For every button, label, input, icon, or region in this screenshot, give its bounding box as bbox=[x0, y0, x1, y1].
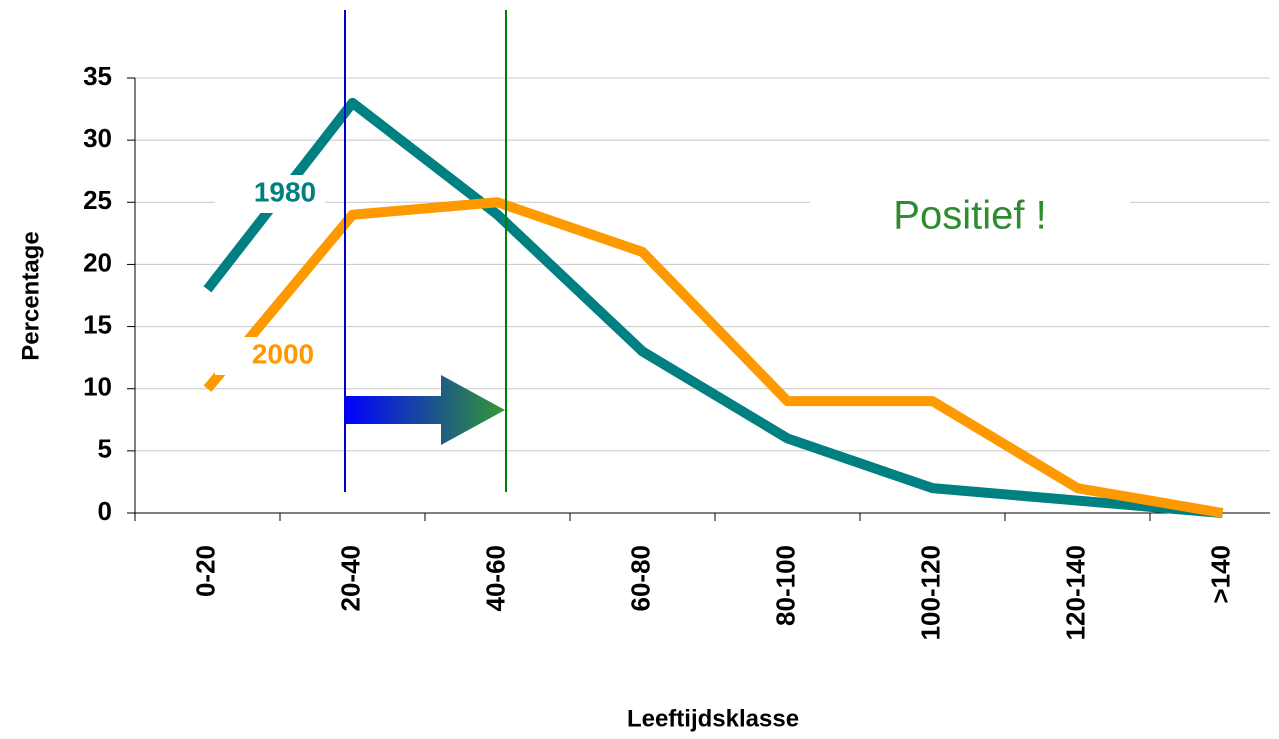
y-tick-label: 25 bbox=[83, 185, 112, 215]
y-axis-label: Percentage bbox=[17, 231, 44, 360]
y-tick-label: 20 bbox=[83, 247, 112, 277]
x-axis-label: Leeftijdsklasse bbox=[627, 705, 799, 732]
label-box-2000 bbox=[215, 337, 325, 375]
x-tick-label: 80-100 bbox=[770, 545, 800, 626]
annotation-box bbox=[810, 190, 1130, 248]
x-tick-label: 0-20 bbox=[190, 545, 220, 597]
series-label: 2000 bbox=[252, 338, 314, 369]
y-tick-label: 30 bbox=[83, 123, 112, 153]
series-line bbox=[203, 97, 1223, 518]
y-tick-label: 10 bbox=[83, 372, 112, 402]
series-label: 1980 bbox=[254, 176, 316, 207]
x-tick-label: >140 bbox=[1205, 545, 1235, 604]
x-tick-label: 20-40 bbox=[335, 545, 365, 612]
label-box-1980 bbox=[215, 175, 325, 213]
grid bbox=[127, 77, 1270, 521]
y-tick-label: 0 bbox=[98, 496, 112, 526]
x-tick-label: 120-140 bbox=[1060, 545, 1090, 640]
annotation: Positief ! bbox=[893, 194, 1046, 238]
x-tick-label: 40-60 bbox=[480, 545, 510, 612]
y-tick-label: 35 bbox=[83, 61, 112, 91]
x-tick-label: 60-80 bbox=[625, 545, 655, 612]
series-line bbox=[203, 197, 1224, 518]
y-tick-label: 15 bbox=[83, 309, 112, 339]
shift-arrow bbox=[345, 375, 505, 445]
x-tick-label: 100-120 bbox=[915, 545, 945, 640]
lines bbox=[203, 97, 1224, 518]
y-tick-label: 5 bbox=[98, 434, 112, 464]
